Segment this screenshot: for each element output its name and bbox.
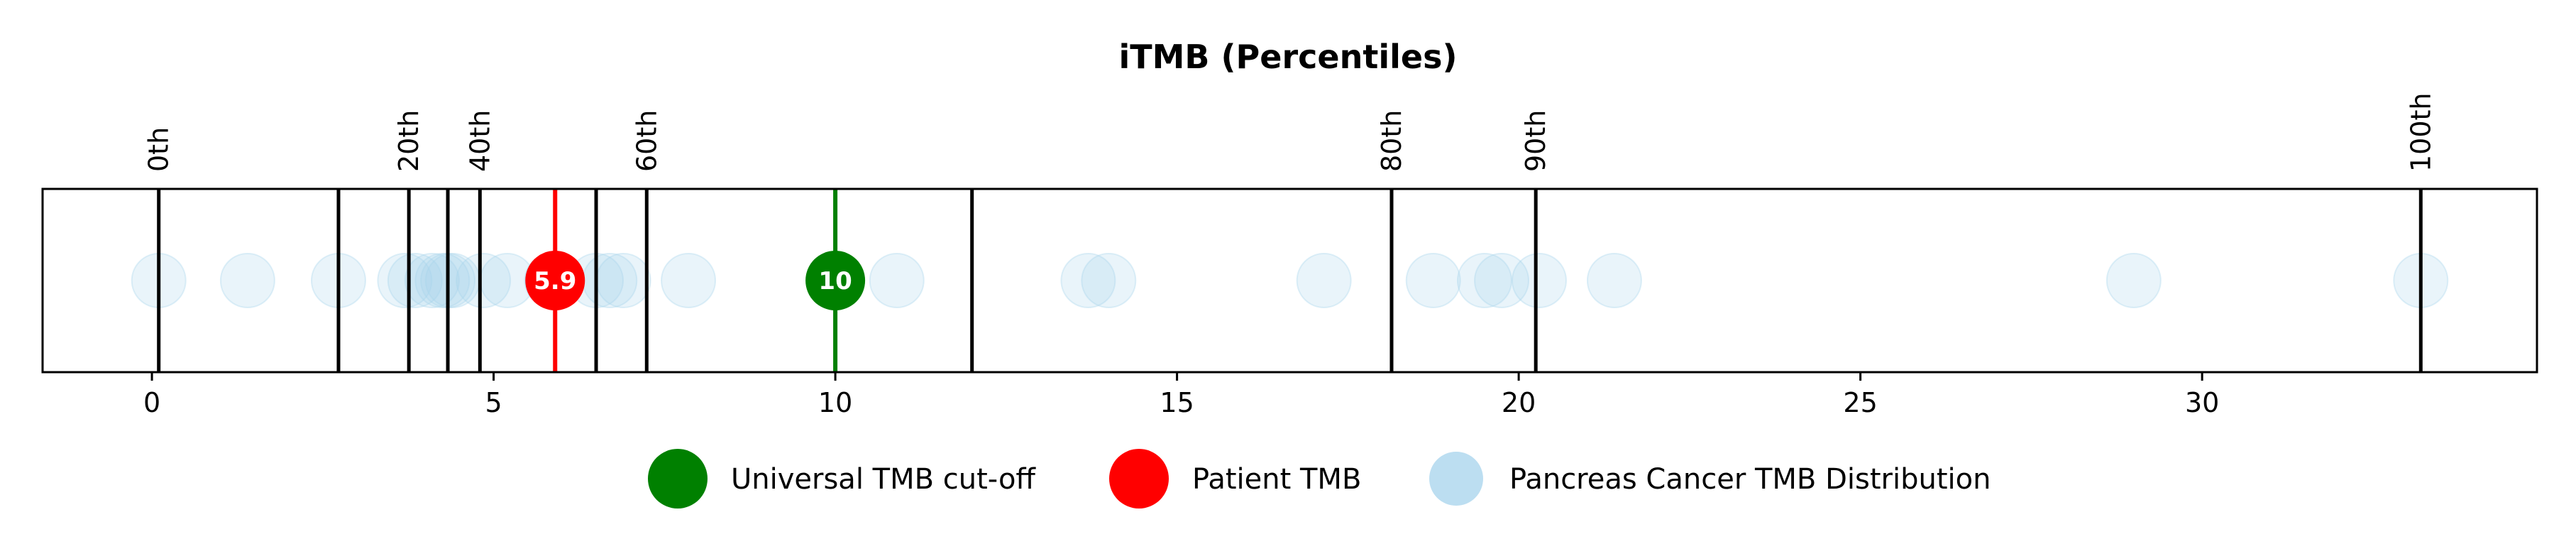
x-tick-label: 25 (1843, 387, 1877, 418)
distribution-point (377, 253, 433, 308)
percentile-label: 0th (143, 127, 175, 172)
tmb-markers: 105.9 (525, 189, 866, 372)
percentile-labels: 0th 20th 40th 60th 80th 90th 100th (143, 92, 2437, 172)
percentile-label: 40th (464, 110, 495, 172)
distribution-point (1081, 253, 1137, 308)
patient-value-label: 5.9 (534, 267, 576, 295)
x-tick-label: 15 (1160, 387, 1194, 418)
distribution-point (219, 253, 275, 308)
cutoff-marker (805, 251, 866, 310)
legend-swatch-patient (1109, 449, 1169, 509)
x-tick-label: 5 (485, 387, 502, 418)
legend-label-patient: Patient TMB (1192, 463, 1361, 496)
distribution-point (404, 253, 460, 308)
legend-swatch-distribution (1429, 452, 1483, 506)
distribution-point (456, 253, 512, 308)
distribution-point (2106, 253, 2162, 308)
distribution-point (661, 253, 717, 308)
distribution-points (131, 253, 2449, 308)
chart-title: iTMB (Percentiles) (1119, 38, 1458, 76)
distribution-point (1296, 253, 1352, 308)
cutoff-value-label: 10 (818, 267, 852, 295)
legend-label-cutoff: Universal TMB cut-off (731, 463, 1036, 496)
distribution-point (1512, 253, 1567, 308)
percentile-label: 60th (631, 110, 662, 172)
distribution-point (1405, 253, 1461, 308)
x-tick-label: 10 (818, 387, 852, 418)
percentile-lines (157, 189, 2423, 372)
legend-swatch-cutoff (648, 449, 708, 509)
distribution-point (1060, 253, 1116, 308)
distribution-point (387, 253, 443, 308)
x-tick-label: 0 (143, 387, 160, 418)
distribution-point (1456, 253, 1512, 308)
distribution-point (595, 253, 651, 308)
legend-label-distribution: Pancreas Cancer TMB Distribution (1509, 463, 1991, 496)
x-tick-label: 20 (1502, 387, 1536, 418)
x-tick-label: 30 (2185, 387, 2219, 418)
plot-frame (41, 187, 2538, 374)
patient-marker (525, 251, 585, 310)
legend-item-distribution: Pancreas Cancer TMB Distribution (1429, 452, 1991, 506)
distribution-point (414, 253, 470, 308)
percentile-label: 100th (2405, 92, 2436, 172)
legend-item-cutoff: Universal TMB cut-off (648, 449, 1036, 509)
distribution-point (869, 253, 925, 308)
legend: Universal TMB cut-off Patient TMB Pancre… (648, 449, 1991, 509)
percentile-label: 90th (1520, 110, 1551, 172)
x-axis: 0 5 10 15 20 25 30 (143, 372, 2219, 418)
percentile-label: 80th (1376, 110, 1407, 172)
percentile-label: 20th (393, 110, 424, 172)
distribution-point (1474, 253, 1530, 308)
legend-item-patient: Patient TMB (1109, 449, 1361, 509)
distribution-point (1586, 253, 1642, 308)
